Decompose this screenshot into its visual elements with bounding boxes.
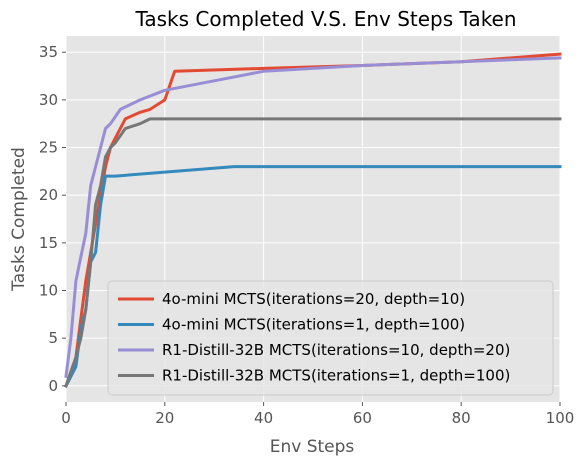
x-axis-label: Env Steps [270,437,355,457]
x-tick-label: 0 [61,409,71,427]
y-tick-label: 15 [39,234,58,252]
legend: 4o-mini MCTS(iterations=20, depth=10) 4o-… [107,280,554,396]
x-tick-label: 80 [452,409,471,427]
y-tick-label: 25 [39,139,58,157]
legend-label: 4o-mini MCTS(iterations=20, depth=10) [162,290,465,308]
x-tick-label: 60 [353,409,372,427]
y-tick-label: 35 [39,43,58,61]
legend-label: 4o-mini MCTS(iterations=1, depth=100) [162,316,465,334]
x-tick-label: 20 [155,409,174,427]
series-line-1 [63,52,562,388]
series-line-3 [64,56,562,378]
series-line-4 [64,117,562,388]
legend-box [107,280,554,396]
axis-ticks: 0 20 40 60 80 100 0 5 10 15 20 25 30 35 [39,43,574,427]
legend-label: R1-Distill-32B MCTS(iterations=1, depth=… [162,367,510,385]
series-lines [63,52,562,388]
chart-title: Tasks Completed V.S. Env Steps Taken [134,7,516,31]
x-tick-label: 40 [254,409,273,427]
y-tick-label: 5 [48,329,58,347]
y-tick-label: 20 [39,186,58,204]
x-tick-label: 100 [546,409,575,427]
y-axis-label: Tasks Completed [9,147,29,292]
legend-label: R1-Distill-32B MCTS(iterations=10, depth… [162,341,510,359]
y-tick-label: 30 [39,91,58,109]
y-tick-label: 10 [39,281,58,299]
y-tick-label: 0 [48,377,58,395]
